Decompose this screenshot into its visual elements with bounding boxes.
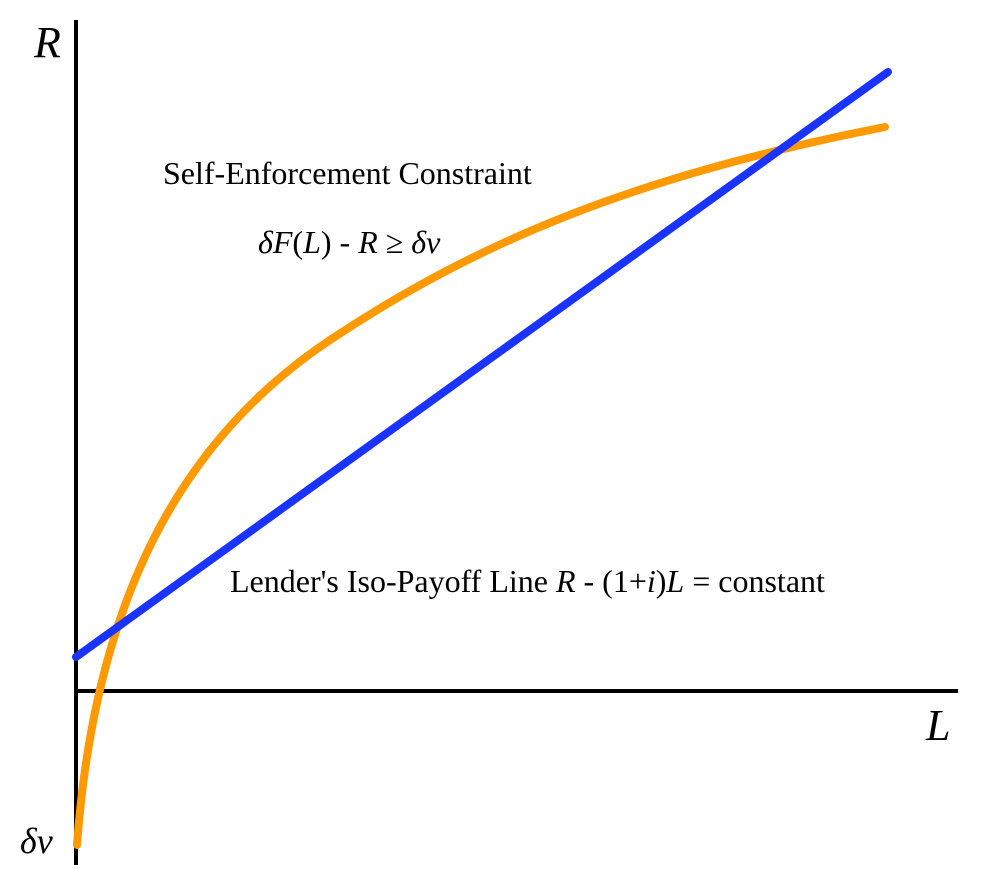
constraint-eq-open: ( [292,224,303,260]
iso-L: L [665,563,684,599]
constraint-eq-R: R [357,224,378,260]
iso-payoff-line [72,68,892,661]
constraint-eq-delta: δ [258,224,274,260]
y-axis-label: R [33,18,61,67]
iso-R: R [555,563,576,599]
constraint-eq-geq: ≥ [378,224,412,260]
iso-suffix: = constant [684,563,825,599]
iso-close: ) [656,563,667,599]
iso-i: i [647,563,656,599]
constraint-eq-F: F [272,224,293,260]
constraint-eq-v: v [426,224,441,260]
constraint-equation: δF(L) - R ≥ δv [258,224,441,260]
self-enforcement-curve [73,123,889,849]
intercept-delta: δ [20,821,38,861]
x-axis-label: L [925,701,950,750]
constraint-eq-close: ) - [321,224,358,260]
iso-prefix: Lender's Iso-Payoff Line [230,563,556,599]
constraint-eq-delta2: δ [411,224,427,260]
intercept-label: δv [20,821,53,861]
constraint-title: Self-Enforcement Constraint [163,155,532,191]
constraint-eq-L: L [302,224,321,260]
iso-payoff-label: Lender's Iso-Payoff Line R - (1+i)L = co… [230,563,825,599]
intercept-v: v [37,821,53,861]
iso-minus: - (1+ [576,563,647,599]
